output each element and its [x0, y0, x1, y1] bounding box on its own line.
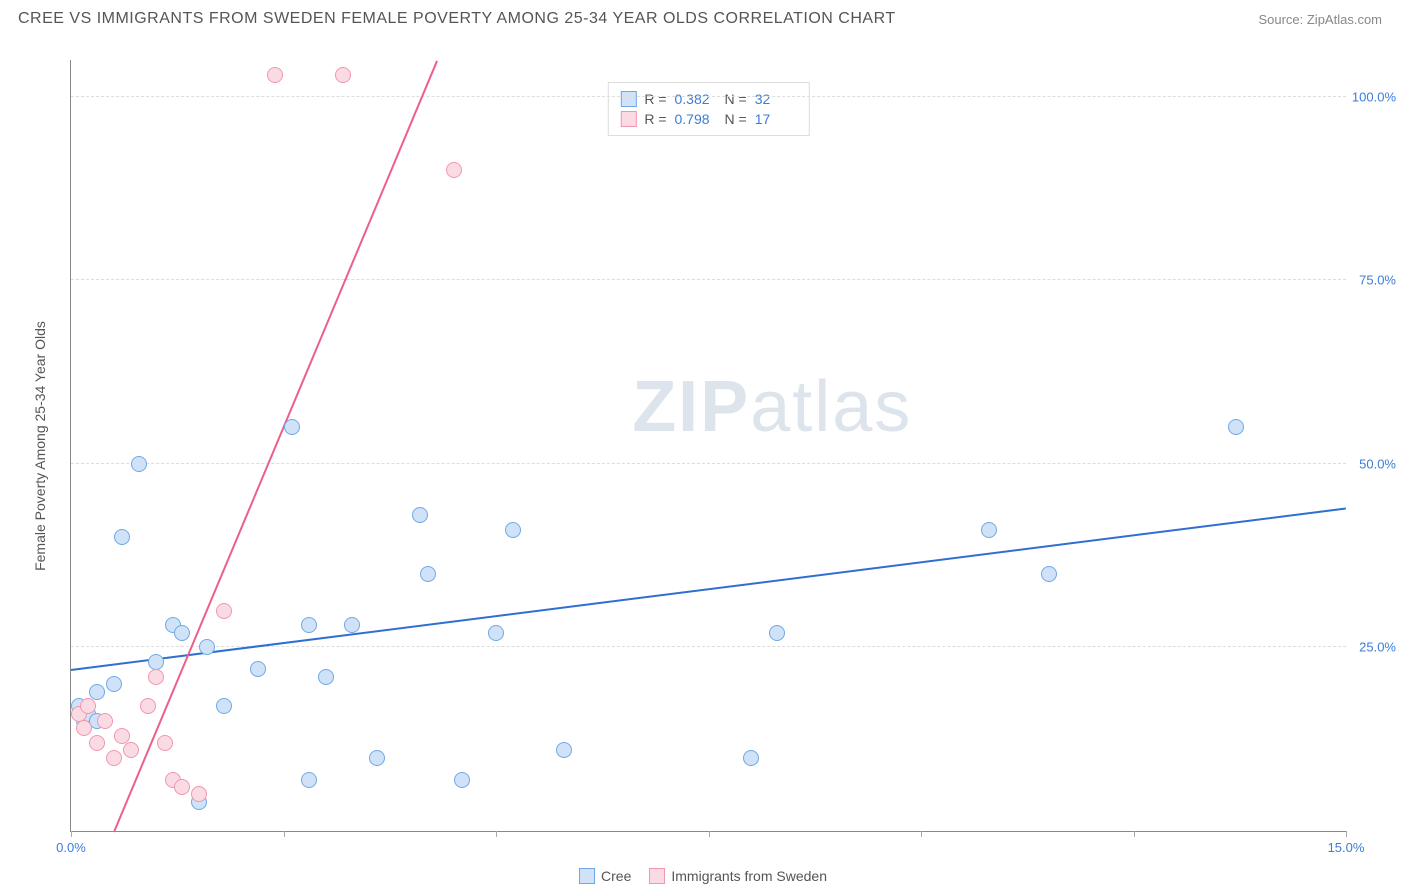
- data-point: [114, 728, 130, 744]
- data-point: [454, 772, 470, 788]
- gridline: [71, 463, 1346, 464]
- data-point: [250, 661, 266, 677]
- data-point: [174, 625, 190, 641]
- data-point: [148, 654, 164, 670]
- data-point: [157, 735, 173, 751]
- data-point: [981, 522, 997, 538]
- data-point: [174, 779, 190, 795]
- gridline: [71, 279, 1346, 280]
- data-point: [335, 67, 351, 83]
- x-tick: [1346, 831, 1347, 837]
- x-tick: [709, 831, 710, 837]
- series-legend-item: Cree: [579, 868, 631, 884]
- y-axis-label: Female Poverty Among 25-34 Year Olds: [32, 321, 48, 571]
- data-point: [191, 786, 207, 802]
- data-point: [106, 750, 122, 766]
- data-point: [267, 67, 283, 83]
- legend-swatch: [649, 868, 665, 884]
- x-tick: [496, 831, 497, 837]
- x-tick: [1134, 831, 1135, 837]
- y-tick-label: 25.0%: [1351, 640, 1396, 655]
- data-point: [412, 507, 428, 523]
- chart-area: Female Poverty Among 25-34 Year Olds ZIP…: [50, 40, 1396, 852]
- correlation-legend-row: R = 0.798 N = 17: [620, 109, 796, 129]
- chart-header: CREE VS IMMIGRANTS FROM SWEDEN FEMALE PO…: [0, 0, 1406, 34]
- r-value: 0.798: [675, 111, 717, 127]
- data-point: [556, 742, 572, 758]
- n-value: 17: [755, 111, 797, 127]
- watermark-atlas: atlas: [750, 367, 912, 447]
- n-value: 32: [755, 91, 797, 107]
- watermark: ZIPatlas: [632, 366, 912, 448]
- data-point: [89, 735, 105, 751]
- data-point: [505, 522, 521, 538]
- r-label: R =: [644, 91, 666, 107]
- data-point: [301, 772, 317, 788]
- data-point: [420, 566, 436, 582]
- y-tick-label: 100.0%: [1351, 89, 1396, 104]
- data-point: [369, 750, 385, 766]
- x-tick: [921, 831, 922, 837]
- data-point: [769, 625, 785, 641]
- r-value: 0.382: [675, 91, 717, 107]
- data-point: [131, 456, 147, 472]
- n-label: N =: [725, 111, 747, 127]
- legend-swatch: [620, 111, 636, 127]
- x-tick-label: 0.0%: [56, 840, 86, 855]
- data-point: [318, 669, 334, 685]
- data-point: [114, 529, 130, 545]
- data-point: [446, 162, 462, 178]
- data-point: [123, 742, 139, 758]
- data-point: [488, 625, 504, 641]
- data-point: [80, 698, 96, 714]
- series-legend: Cree Immigrants from Sweden: [579, 868, 827, 884]
- chart-title: CREE VS IMMIGRANTS FROM SWEDEN FEMALE PO…: [18, 10, 896, 28]
- x-tick-label: 15.0%: [1328, 840, 1365, 855]
- data-point: [284, 419, 300, 435]
- data-point: [216, 698, 232, 714]
- data-point: [140, 698, 156, 714]
- correlation-legend-row: R = 0.382 N = 32: [620, 89, 796, 109]
- gridline: [71, 96, 1346, 97]
- data-point: [743, 750, 759, 766]
- plot-region: ZIPatlas R =0.382N =32R =0.798N =17 25.0…: [70, 60, 1346, 832]
- data-point: [148, 669, 164, 685]
- series-legend-item: Immigrants from Sweden: [649, 868, 827, 884]
- data-point: [1228, 419, 1244, 435]
- n-label: N =: [725, 91, 747, 107]
- data-point: [89, 684, 105, 700]
- data-point: [344, 617, 360, 633]
- x-tick: [284, 831, 285, 837]
- trend-line: [113, 61, 438, 833]
- data-point: [301, 617, 317, 633]
- y-tick-label: 50.0%: [1351, 456, 1396, 471]
- correlation-legend: R = 0.382 N = 32 R = 0.798 N = 17: [607, 82, 809, 136]
- legend-swatch: [579, 868, 595, 884]
- legend-swatch: [620, 91, 636, 107]
- data-point: [106, 676, 122, 692]
- data-point: [216, 603, 232, 619]
- data-point: [199, 639, 215, 655]
- series-legend-label: Cree: [601, 868, 631, 884]
- data-point: [97, 713, 113, 729]
- series-legend-label: Immigrants from Sweden: [671, 868, 827, 884]
- x-tick: [71, 831, 72, 837]
- watermark-zip: ZIP: [632, 367, 750, 447]
- r-label: R =: [644, 111, 666, 127]
- data-point: [76, 720, 92, 736]
- y-tick-label: 75.0%: [1351, 273, 1396, 288]
- data-point: [1041, 566, 1057, 582]
- source-attribution: Source: ZipAtlas.com: [1258, 12, 1382, 27]
